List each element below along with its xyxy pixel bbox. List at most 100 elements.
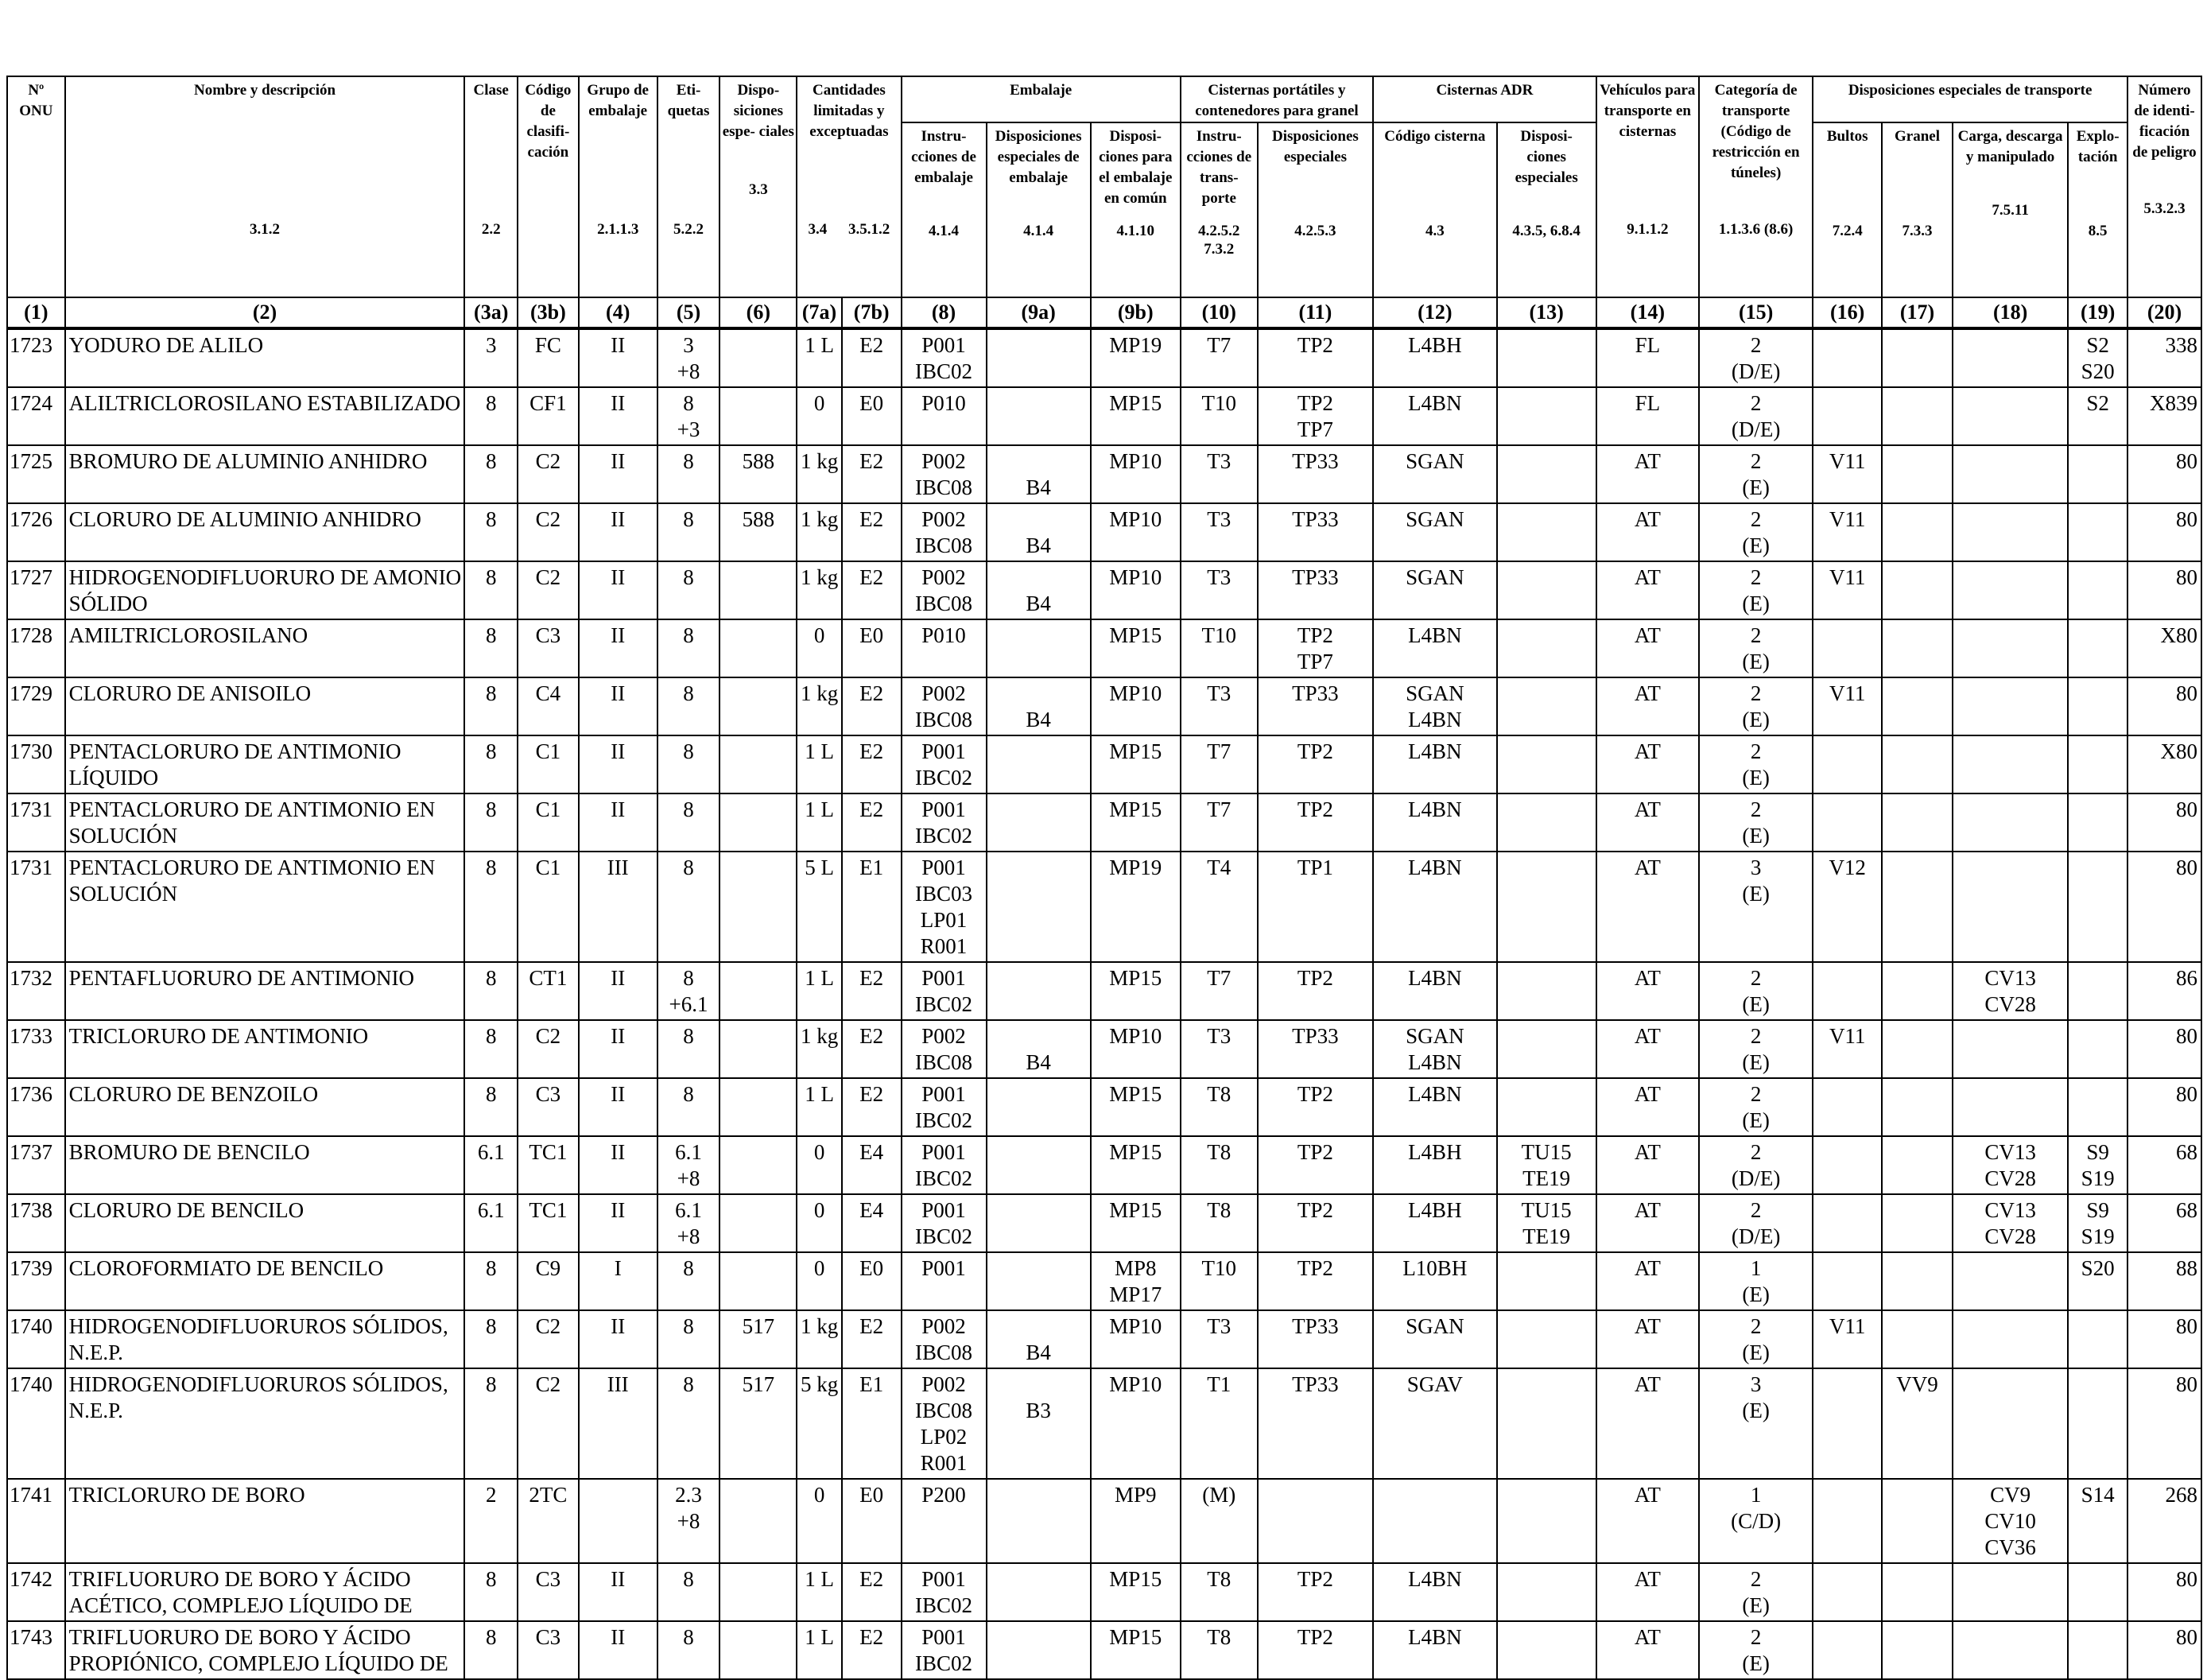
disp-cisternas-cell: TP2 TP7 [1256, 619, 1375, 678]
header-codigo-cisterna-ref: 4.3 [1425, 223, 1445, 239]
instrucciones-embalaje-cell: P001 IBC02 [900, 1077, 987, 1137]
etiquetas-cell-line: 8 [683, 623, 694, 647]
codigo-cisterna-cell-line: L4BN [1408, 391, 1462, 415]
grupo-cell: II [577, 1309, 658, 1369]
instrucciones-embalaje-cell: P200 [900, 1478, 987, 1564]
instrucciones-transporte-cell-line: T3 [1207, 1314, 1231, 1338]
bultos-cell: V11 [1812, 1019, 1883, 1079]
instrucciones-embalaje-cell: P001 IBC02 [900, 1620, 987, 1680]
etiquetas-cell-line: 8 [683, 565, 694, 589]
etiquetas-cell-line: 8 [683, 856, 694, 879]
instrucciones-embalaje-cell: P002 IBC08 LP02 R001 [900, 1368, 987, 1480]
codigo-cell: C3 [517, 619, 580, 678]
codigo-cell: C2 [517, 502, 580, 562]
lq-cell: 1 kg [796, 561, 843, 620]
embalaje-comun-cell-line: MP15 [1109, 1140, 1162, 1164]
disp-cisternas-cell: TP33 [1256, 1309, 1375, 1369]
carga-cell: CV13 CV28 [1951, 961, 2069, 1021]
disp-cisternas-cell-line: TP33 [1292, 1314, 1339, 1338]
header-explotacion: Explo- tación 8.5 [2067, 122, 2128, 298]
carga-cell [1951, 1620, 2069, 1680]
categoria-cell-line: 2 [1750, 391, 1762, 415]
codigo-cell: C3 [517, 1077, 580, 1137]
instrucciones-embalaje-cell-line: IBC02 [915, 1108, 973, 1132]
etiquetas-cell-line: 8 [683, 739, 694, 763]
header-row-groups: Nº ONU Nombre y descripción 3.1.2 Clase … [6, 76, 2203, 298]
column-number: (9b) [1089, 297, 1181, 330]
explotacion-cell [2067, 1620, 2128, 1680]
instrucciones-embalaje-cell-line: IBC02 [915, 1166, 973, 1190]
grupo-cell: II [577, 1019, 658, 1079]
etiquetas-cell: 6.1 +8 [656, 1193, 721, 1253]
instrucciones-embalaje-cell: P001 IBC02 [900, 961, 987, 1021]
etiquetas-cell-line: 8 [683, 1082, 694, 1106]
instrucciones-embalaje-cell-line: IBC02 [915, 824, 973, 848]
header-row-subcolumns: Instru- cciones de embalaje 4.1.4 Dispos… [7, 122, 2201, 298]
numero-peligro-cell: X80 [2126, 619, 2203, 678]
disposiciones-cell: 588 [719, 502, 798, 562]
table-row: 1743 TRIFLUORURO DE BORO Y ÁCIDO PROPIÓNI… [6, 1620, 2203, 1680]
onu-cell: 1733 [6, 1019, 66, 1079]
categoria-cell-line: (E) [1742, 650, 1770, 673]
bultos-cell: V11 [1812, 444, 1883, 504]
disp-esp-embalaje-cell [985, 961, 1092, 1021]
disposiciones-cell [719, 1562, 798, 1622]
disp-cisternas-cell-line: TP2 [1297, 797, 1333, 821]
header-instrucciones-embalaje: Instru- cciones de embalaje 4.1.4 [900, 122, 987, 298]
vehiculos-cell: AT [1595, 851, 1700, 963]
lq-cell: 0 [796, 1478, 843, 1564]
explotacion-cell [2067, 502, 2128, 562]
embalaje-comun-cell-line: MP8 [1115, 1256, 1157, 1280]
disp-adr-cell [1495, 793, 1597, 852]
instrucciones-embalaje-cell-line: IBC03 [915, 882, 973, 906]
disp-esp-embalaje-cell-line: B4 [1026, 1050, 1051, 1074]
name-cell: ALILTRICLOROSILANO ESTABILIZADO [64, 386, 466, 446]
disp-adr-cell [1495, 619, 1597, 678]
name-cell: AMILTRICLOROSILANO [64, 619, 466, 678]
instrucciones-transporte-cell-line: T10 [1201, 1256, 1237, 1280]
header-cisternas-adr-label: Cisternas ADR [1436, 82, 1534, 99]
clase-cell: 6.1 [464, 1135, 519, 1195]
instrucciones-transporte-cell: T3 [1179, 444, 1259, 504]
granel-cell: VV9 [1881, 1368, 1953, 1480]
etiquetas-cell-line: +8 [677, 1509, 700, 1533]
disp-esp-embalaje-cell [985, 1620, 1092, 1680]
categoria-cell-line: 2 [1750, 797, 1762, 821]
instrucciones-embalaje-cell-line: P001 [921, 1198, 966, 1222]
onu-cell: 1742 [6, 1562, 66, 1622]
codigo-cell: CT1 [517, 961, 580, 1021]
header-etiquetas-ref: 5.2.2 [673, 221, 704, 238]
codigo-cisterna-cell-line: L10BH [1402, 1256, 1468, 1280]
disp-adr-cell [1495, 386, 1597, 446]
categoria-cell: 2 (E) [1697, 961, 1814, 1021]
onu-cell: 1723 [6, 328, 66, 388]
categoria-cell-line: 3 [1750, 1372, 1762, 1396]
disposiciones-cell [719, 561, 798, 620]
instrucciones-embalaje-cell-line: IBC08 [915, 533, 973, 557]
header-cisternas-portatiles-label: Cisternas portátiles y contenedores para… [1195, 82, 1359, 119]
header-cantidades: Cantidades limitadas y exceptuadas 3.4 3… [796, 76, 902, 298]
explotacion-cell [2067, 961, 2128, 1021]
vehiculos-cell: AT [1595, 502, 1700, 562]
disp-esp-embalaje-cell-line: B4 [1026, 533, 1051, 557]
embalaje-comun-cell-line: MP10 [1109, 449, 1162, 473]
clase-cell: 8 [464, 1368, 519, 1480]
embalaje-comun-cell-line: MP15 [1109, 391, 1162, 415]
instrucciones-embalaje-cell-line: IBC02 [915, 1593, 973, 1617]
header-disp-esp-transporte-label: Disposiciones especiales de transporte [1848, 82, 2093, 99]
instrucciones-transporte-cell-line: T8 [1207, 1198, 1231, 1222]
disp-cisternas-cell: TP2 [1256, 1193, 1375, 1253]
disp-adr-cell [1495, 1309, 1597, 1369]
disp-cisternas-cell: TP2 [1256, 1251, 1375, 1311]
clase-cell: 8 [464, 1620, 519, 1680]
disposiciones-cell [719, 1135, 798, 1195]
onu-cell: 1727 [6, 561, 66, 620]
header-eq-ref: 3.5.1.2 [848, 221, 890, 238]
codigo-cell: C2 [517, 1368, 580, 1480]
disp-adr-cell [1495, 1019, 1597, 1079]
embalaje-comun-cell: MP10 [1089, 1019, 1181, 1079]
onu-cell: 1726 [6, 502, 66, 562]
numero-peligro-cell: 338 [2126, 328, 2203, 388]
eq-cell: E2 [840, 1620, 902, 1680]
header-disp-especiales-adr-label: Disposi- ciones especiales [1515, 128, 1578, 186]
